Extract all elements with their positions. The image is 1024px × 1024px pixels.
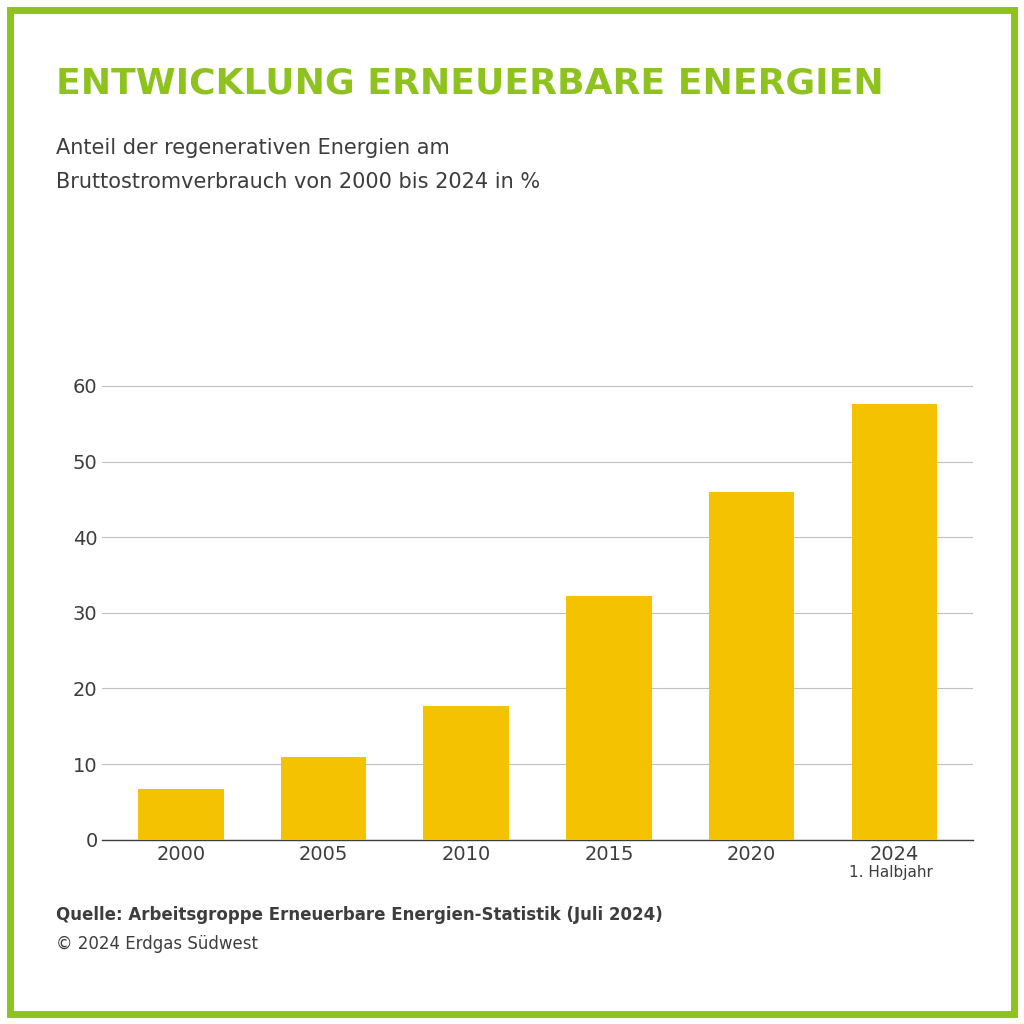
Text: 1. Halbjahr: 1. Halbjahr [849,865,933,881]
Bar [852,404,937,840]
Bar [709,492,795,840]
Bar [566,596,651,840]
Text: Quelle: Arbeitsgroppe Erneuerbare Energien-Statistik (Juli 2024): Quelle: Arbeitsgroppe Erneuerbare Energi… [56,906,664,925]
Text: ENTWICKLUNG ERNEUERBARE ENERGIEN: ENTWICKLUNG ERNEUERBARE ENERGIEN [56,67,884,100]
Text: Anteil der regenerativen Energien am: Anteil der regenerativen Energien am [56,138,451,159]
Text: © 2024 Erdgas Südwest: © 2024 Erdgas Südwest [56,935,258,953]
Text: Bruttostromverbrauch von 2000 bis 2024 in %: Bruttostromverbrauch von 2000 bis 2024 i… [56,172,541,193]
Bar [138,790,223,840]
Bar [424,706,509,840]
Bar [281,758,367,840]
